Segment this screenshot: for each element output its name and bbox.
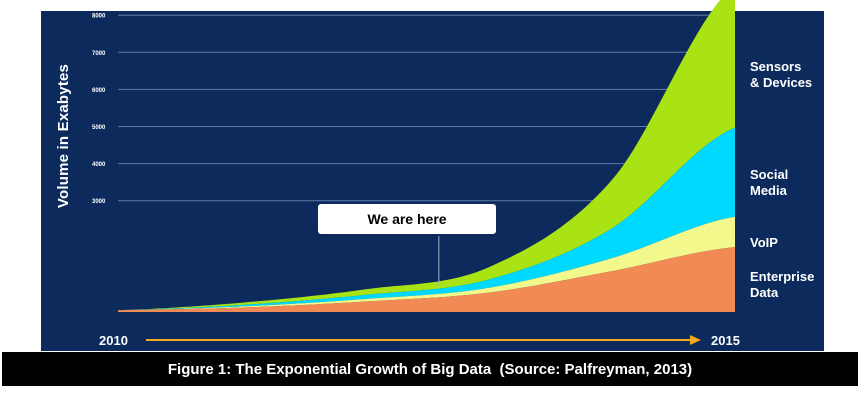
legend-social: Social Media (750, 167, 788, 199)
legend-voip: VoIP (750, 235, 778, 251)
we-are-here-callout: We are here (318, 204, 496, 234)
figure-caption: Figure 1: The Exponential Growth of Big … (2, 352, 858, 386)
area-enterprise-data (118, 247, 735, 312)
area-voip (118, 216, 735, 311)
y-tick-label: 4000 (92, 162, 106, 168)
legend-enterprise: Enterprise Data (750, 269, 814, 301)
legend-sensors-line2: & Devices (750, 75, 813, 90)
x-tick-label-end: 2015 (711, 333, 740, 348)
legend-social-line1: Social (750, 167, 789, 182)
y-tick-label: 8000 (92, 14, 106, 20)
legend-enterprise-line1: Enterprise (750, 269, 815, 284)
timeline-arrowhead (690, 335, 701, 345)
y-tick-label: 7000 (92, 51, 106, 57)
legend-social-line2: Media (750, 183, 787, 198)
legend-voip-label: VoIP (750, 235, 778, 250)
legend-enterprise-line2: Data (750, 285, 779, 300)
x-tick-label-start: 2010 (99, 333, 128, 348)
y-tick-label: 5000 (92, 125, 106, 131)
y-axis-label: Volume in Exabytes (55, 63, 72, 209)
area-sensors-devices (118, 0, 735, 311)
y-tick-label: 3000 (92, 199, 106, 205)
legend-sensors-line1: Sensors (750, 59, 802, 74)
area-social-media (118, 127, 735, 311)
y-tick-label: 6000 (92, 88, 106, 94)
legend-sensors: Sensors & Devices (750, 59, 812, 91)
